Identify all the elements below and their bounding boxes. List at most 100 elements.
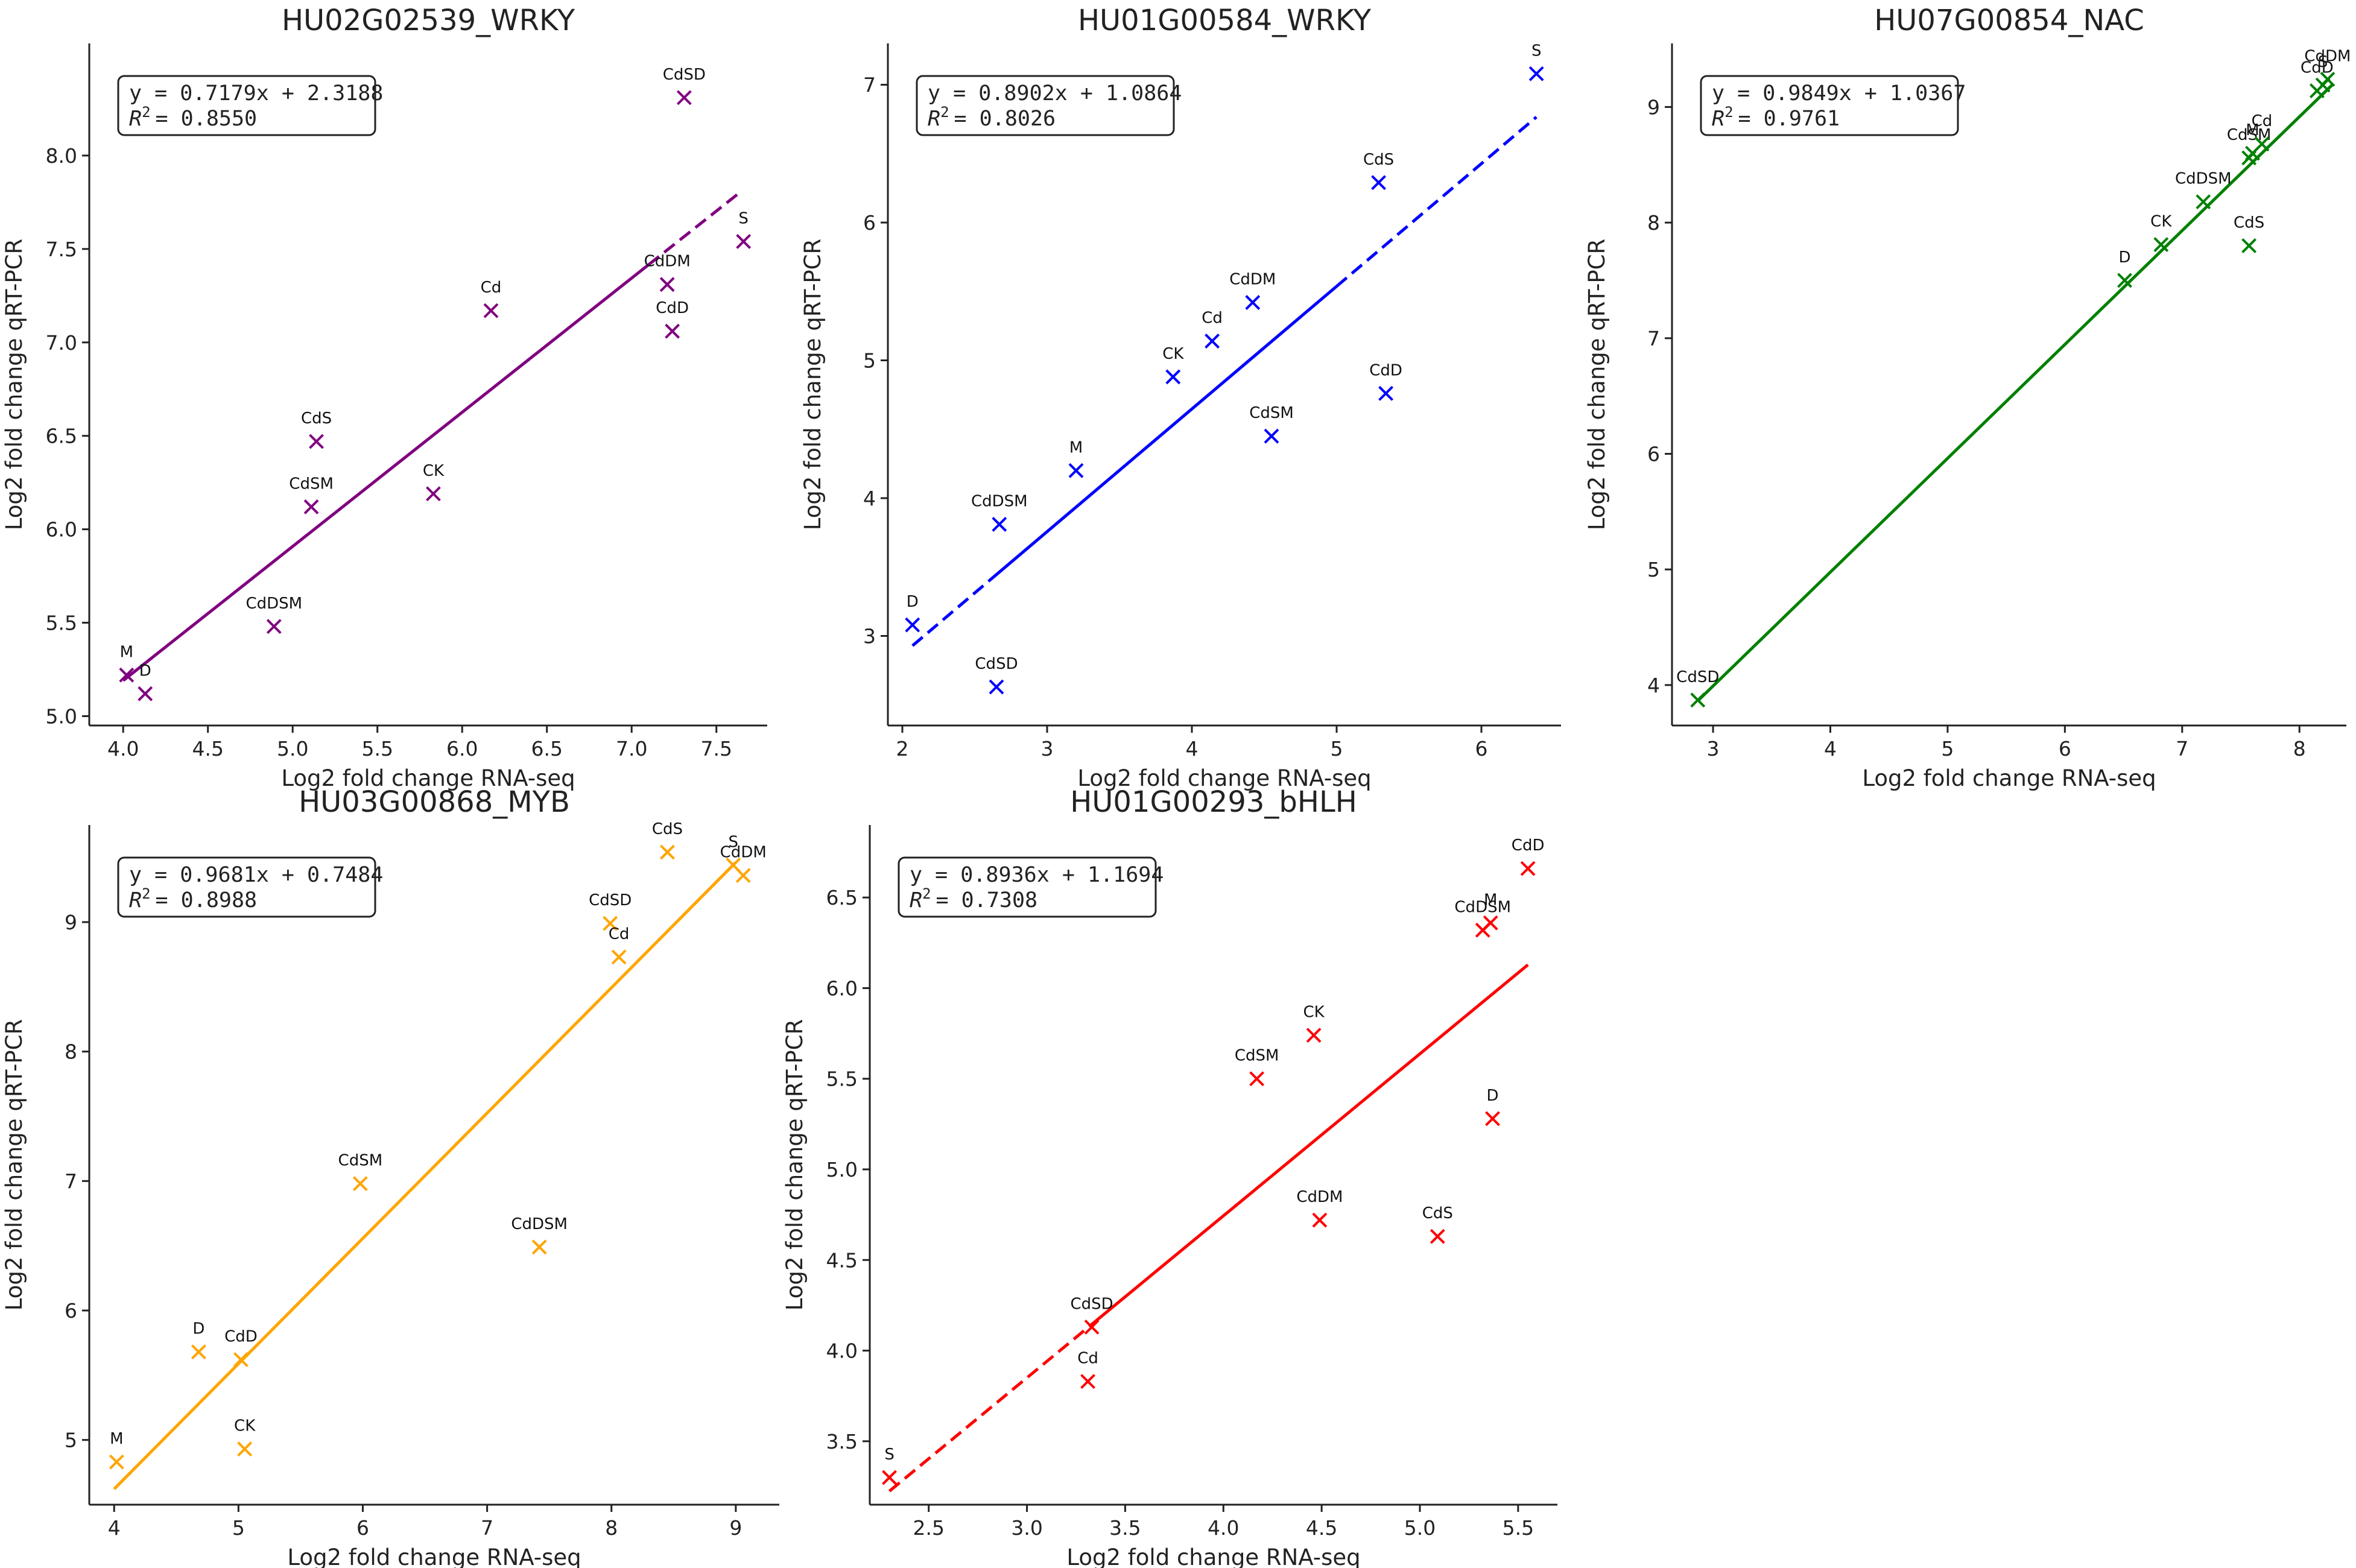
scatter-point[interactable] (603, 915, 618, 931)
scatter-point[interactable] (992, 516, 1007, 532)
scatter-point[interactable] (1264, 428, 1279, 444)
regression-line (113, 861, 737, 1490)
scatter-point[interactable] (1371, 175, 1387, 191)
point-stroke-b (531, 1239, 547, 1255)
scatter-point[interactable] (1245, 295, 1261, 310)
point-stroke-b (1520, 861, 1536, 876)
scatter-point[interactable] (1312, 1212, 1328, 1228)
x-tick-label: 5 (232, 1516, 245, 1540)
point-label: D (139, 662, 151, 680)
scatter-point[interactable] (138, 686, 153, 701)
point-label: CdDM (1229, 271, 1276, 289)
point-stroke-b (109, 1454, 124, 1470)
scatter-point[interactable] (266, 619, 282, 634)
scatter-point[interactable] (2117, 273, 2132, 288)
scatter-point[interactable] (1378, 385, 1394, 401)
scatter-point[interactable] (735, 868, 751, 884)
scatter-point[interactable] (2254, 136, 2270, 152)
scatter-point[interactable] (119, 667, 135, 683)
scatter-point[interactable] (531, 1239, 547, 1255)
scatter-point[interactable] (905, 617, 920, 633)
x-tick-label: 5.0 (1404, 1516, 1436, 1540)
scatter-point[interactable] (2241, 238, 2257, 253)
point-stroke-b (1264, 428, 1279, 444)
x-axis-label: Log2 fold change RNA-seq (281, 765, 575, 791)
y-tick-label: 4.5 (826, 1248, 858, 1272)
scatter-point[interactable] (611, 949, 627, 965)
y-tick-label: 4 (1647, 674, 1660, 697)
x-tick-label: 5 (1941, 737, 1954, 760)
chart-title: HU02G02539_WRKY (282, 4, 575, 37)
r-squared-exponent: 2 (940, 104, 949, 121)
point-label: CdDSM (511, 1215, 568, 1233)
y-tick-label: 7 (65, 1169, 77, 1193)
scatter-point[interactable] (1068, 463, 1084, 478)
point-label: S (1531, 42, 1542, 60)
r-squared-symbol: R (129, 888, 142, 912)
point-label: Cd (609, 925, 630, 943)
scatter-point[interactable] (1520, 861, 1536, 876)
scatter-point[interactable] (303, 499, 319, 514)
scatter-point[interactable] (2153, 237, 2169, 252)
scatter-point[interactable] (1249, 1071, 1265, 1087)
scatter-point[interactable] (1084, 1320, 1100, 1335)
scatter-point[interactable] (233, 1352, 249, 1367)
point-label: CdSD (1070, 1295, 1113, 1313)
scatter-point[interactable] (882, 1470, 897, 1485)
scatter-point[interactable] (1430, 1228, 1445, 1244)
scatter-point[interactable] (309, 434, 324, 449)
scatter-point[interactable] (665, 323, 680, 339)
r-squared-symbol: R (1712, 107, 1724, 131)
point-label: CdSM (289, 475, 334, 493)
x-tick-label: 3.5 (1109, 1516, 1141, 1540)
scatter-point[interactable] (1485, 1111, 1500, 1127)
chart-title: HU01G00293_bHLH (1070, 785, 1357, 819)
point-label: CK (1162, 345, 1184, 363)
scatter-point[interactable] (1528, 66, 1544, 81)
point-label: CdSM (338, 1152, 383, 1170)
scatter-point[interactable] (989, 679, 1004, 695)
scatter-point[interactable] (736, 234, 752, 249)
scatter-point[interactable] (1690, 692, 1706, 708)
x-tick-label: 6.5 (531, 737, 562, 760)
scatter-point[interactable] (2196, 194, 2211, 210)
point-label: CdS (1422, 1204, 1453, 1222)
y-tick-label: 7.5 (46, 238, 77, 261)
point-label: Cd (1077, 1350, 1098, 1368)
r-squared-exponent: 2 (142, 104, 150, 121)
point-label: CdSD (663, 66, 706, 84)
x-tick-label: 4.0 (107, 737, 139, 760)
scatter-point[interactable] (109, 1454, 124, 1470)
scatter-point[interactable] (1080, 1374, 1095, 1389)
y-tick-label: 6 (65, 1299, 77, 1323)
equation-box (1700, 75, 1959, 136)
point-label: CdD (656, 299, 689, 317)
scatter-point[interactable] (237, 1441, 253, 1457)
scatter-point[interactable] (660, 844, 675, 860)
equation-box (898, 856, 1157, 918)
point-stroke-b (119, 667, 135, 683)
scatter-point[interactable] (1483, 915, 1498, 931)
scatter-point[interactable] (483, 303, 499, 318)
point-label: Cd (1202, 309, 1223, 327)
scatter-point[interactable] (191, 1344, 206, 1360)
equation-box (916, 75, 1175, 136)
point-stroke-b (736, 234, 752, 249)
chart-title: HU03G00868_MYB (299, 785, 570, 819)
scatter-point[interactable] (1165, 369, 1181, 385)
scatter-point[interactable] (1306, 1028, 1322, 1043)
point-label: CdS (2234, 213, 2264, 232)
y-tick-label: 7 (1647, 327, 1660, 350)
y-axis-label: Log2 fold change qRT-PCR (800, 239, 826, 530)
point-stroke-b (905, 617, 920, 633)
x-tick-label: 4.0 (1208, 1516, 1239, 1540)
scatter-point[interactable] (676, 90, 692, 106)
scatter-point[interactable] (1205, 334, 1220, 349)
point-stroke-b (992, 516, 1007, 532)
scatter-point[interactable] (426, 486, 441, 502)
scatter-point[interactable] (659, 277, 675, 292)
scatter-point[interactable] (352, 1176, 368, 1192)
point-stroke-b (191, 1344, 206, 1360)
scatter-point[interactable] (2320, 72, 2335, 87)
regression-line-dashed (1335, 116, 1537, 288)
